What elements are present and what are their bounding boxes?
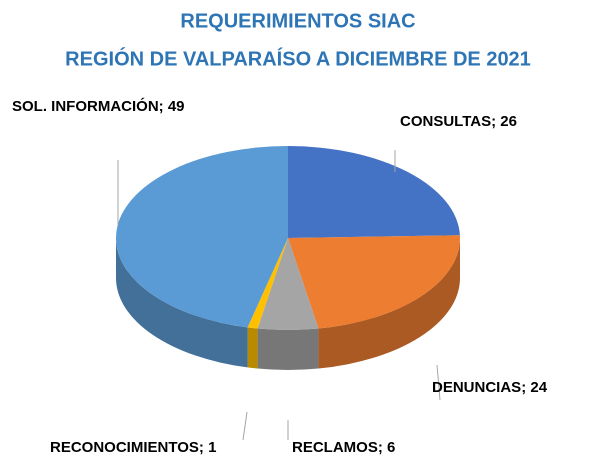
data-label: DENUNCIAS; 24 — [432, 379, 548, 396]
chart-title: REQUERIMIENTOS SIAC — [180, 10, 415, 32]
pie-side — [257, 328, 319, 371]
pie-slice — [115, 146, 288, 328]
label-category: SOL. INFORMACIÓN — [12, 97, 159, 115]
pie-slice — [257, 238, 319, 331]
label-category: CONSULTAS — [400, 113, 491, 130]
pie-side — [247, 327, 258, 369]
label-category: DENUNCIAS — [432, 379, 521, 396]
data-label: RECLAMOS; 6 — [292, 439, 395, 456]
label-separator: ; — [491, 113, 500, 130]
pie-slice — [288, 146, 460, 238]
label-separator: ; — [199, 439, 208, 456]
label-separator: ; — [159, 98, 168, 115]
data-label: RECONOCIMIENTOS; 1 — [50, 439, 216, 456]
label-category: RECONOCIMIENTOS — [50, 439, 199, 456]
leader-line — [242, 411, 248, 441]
label-value: 1 — [208, 439, 216, 456]
chart-subtitle: REGIÓN DE VALPARAÍSO A DICIEMBRE DE 2021 — [65, 46, 531, 70]
leader-line — [436, 364, 441, 401]
pie-side — [116, 238, 248, 368]
label-value: 6 — [387, 439, 395, 456]
data-label: CONSULTAS; 26 — [400, 113, 517, 130]
pie-slice — [288, 235, 460, 329]
data-label: SOL. INFORMACIÓN; 49 — [12, 97, 185, 115]
label-separator: ; — [378, 439, 387, 456]
pie-slice — [247, 238, 288, 329]
label-value: 26 — [500, 113, 517, 130]
label-category: RECLAMOS — [292, 439, 378, 456]
label-value: 49 — [168, 98, 185, 115]
label-value: 24 — [530, 379, 547, 396]
pie-side — [318, 238, 461, 369]
label-separator: ; — [521, 379, 530, 396]
